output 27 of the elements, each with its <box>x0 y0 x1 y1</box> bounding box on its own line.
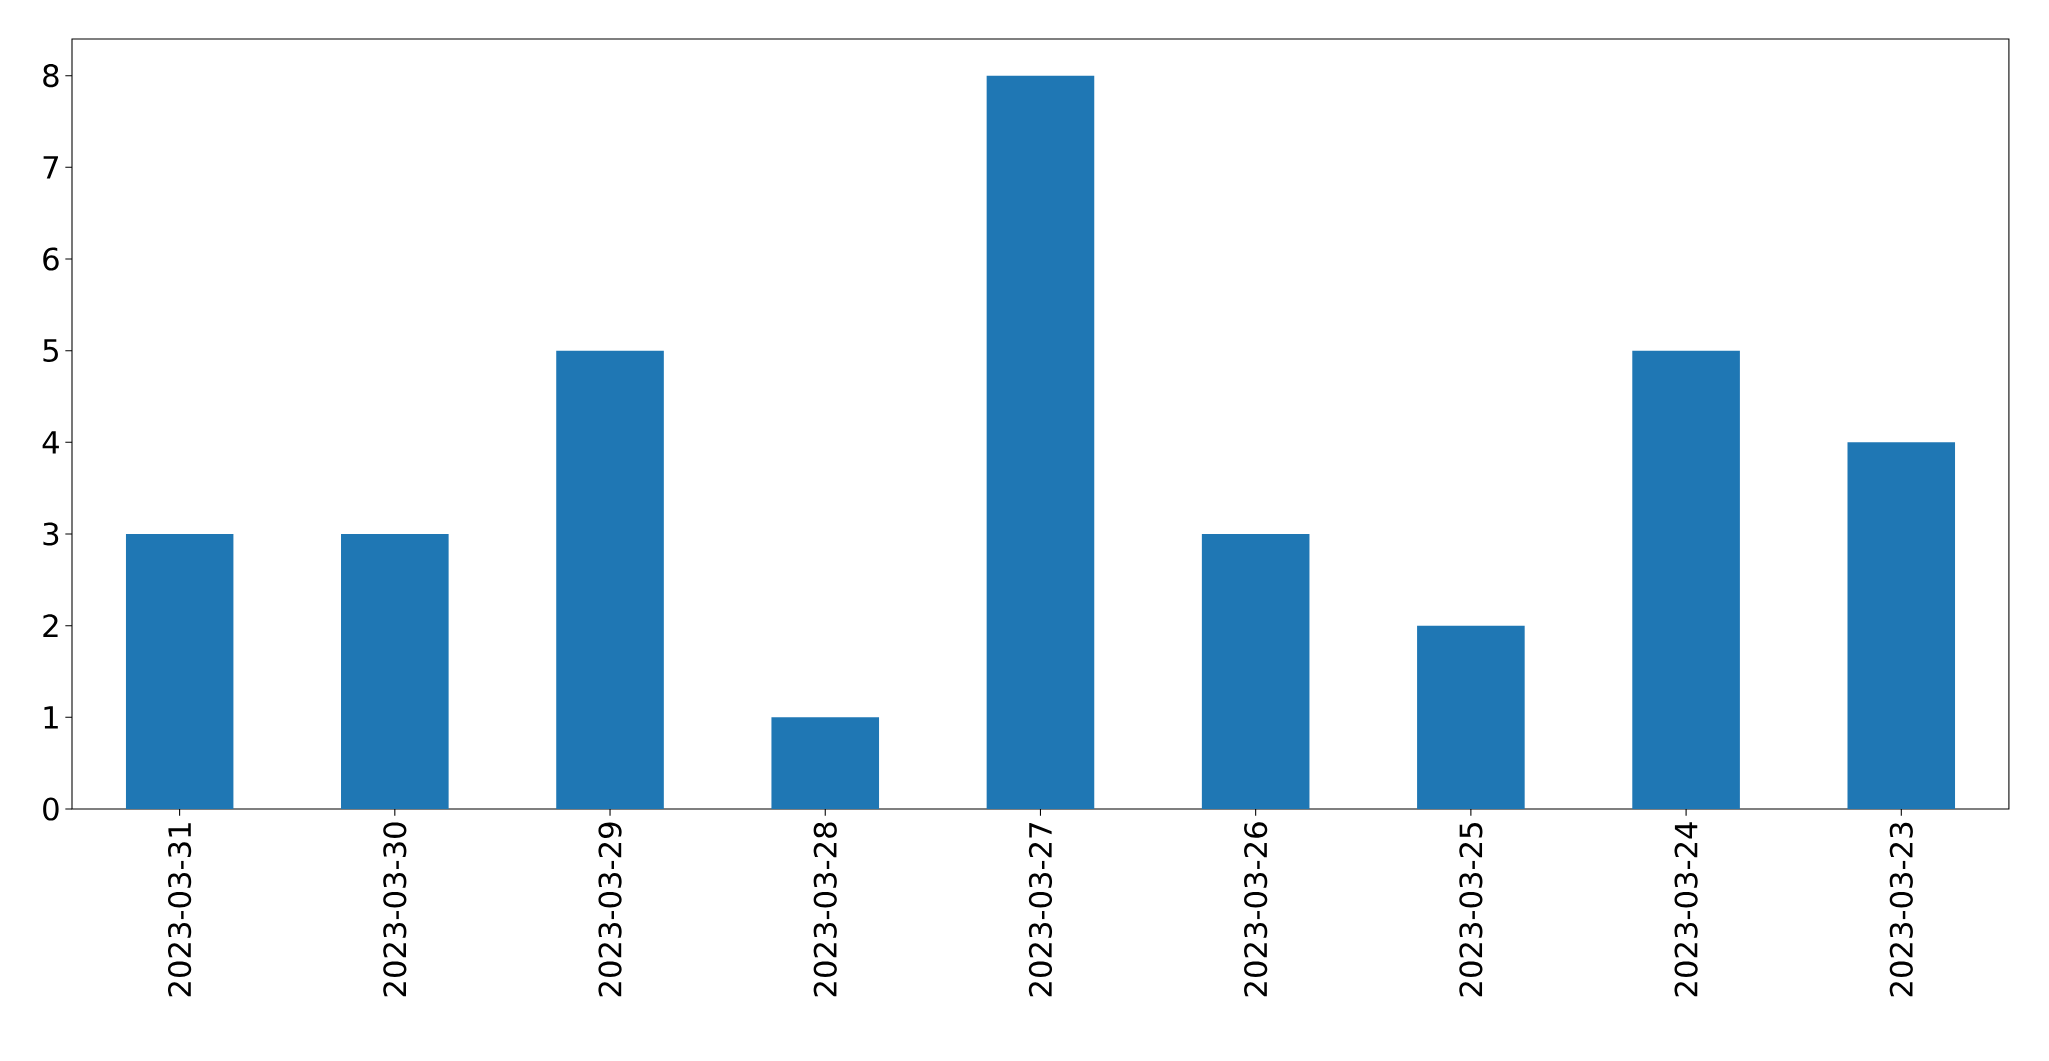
bar <box>341 534 449 809</box>
x-tick-label: 2023-03-28 <box>813 822 837 997</box>
x-tick-label: 2023-03-29 <box>598 822 622 997</box>
y-tick-label: 1 <box>44 706 58 729</box>
bar <box>771 717 880 809</box>
y-tick-label: 3 <box>43 522 59 546</box>
x-tick-label: 2023-03-31 <box>168 823 192 997</box>
x-tick-label: 2023-03-23 <box>1889 822 1913 997</box>
y-tick-label: 6 <box>43 247 59 271</box>
x-tick-label: 2023-03-24 <box>1674 822 1698 997</box>
x-tick-label: 2023-03-30 <box>383 822 407 997</box>
y-tick-label: 4 <box>42 431 59 454</box>
x-tick-label: 2023-03-25 <box>1459 823 1483 997</box>
y-tick-label: 2 <box>43 614 58 638</box>
y-tick-label: 8 <box>43 64 59 88</box>
bar <box>556 350 664 809</box>
bar <box>1417 625 1525 809</box>
x-tick-label: 2023-03-26 <box>1244 822 1268 997</box>
y-tick-label: 7 <box>43 156 59 179</box>
bar <box>986 75 1095 809</box>
bar <box>1847 442 1956 809</box>
bar <box>125 534 234 809</box>
y-tick-label: 0 <box>43 797 59 821</box>
x-tick-label: 2023-03-27 <box>1028 823 1053 997</box>
bar <box>1201 534 1310 809</box>
bar <box>1632 350 1740 809</box>
y-tick-label: 5 <box>43 339 58 363</box>
